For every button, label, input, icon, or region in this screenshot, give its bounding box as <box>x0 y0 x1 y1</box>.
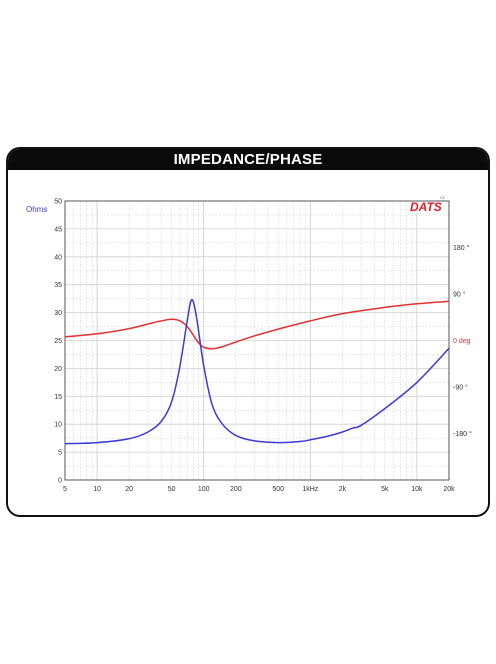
chart-title: IMPEDANCE/PHASE <box>8 149 488 170</box>
x-tick-label: 1kHz <box>302 486 318 493</box>
right-tick-label: 180 ° <box>453 244 470 252</box>
x-tick-label: 10k <box>411 486 423 493</box>
grid <box>64 200 450 481</box>
x-tick-label: 50 <box>168 486 176 493</box>
plot-border <box>64 200 450 481</box>
chart-panel: IMPEDANCE/PHASE 5 10 20 50 100 200 500 1kHz 2k 5k… <box>6 147 490 517</box>
left-tick-label: 5 <box>58 450 62 457</box>
x-tick-label: 20 <box>125 486 133 493</box>
left-tick-label: 30 <box>54 310 62 317</box>
x-tick-label: 20k <box>443 486 455 493</box>
left-tick-label: 0 <box>58 478 62 485</box>
logo-text: DATS <box>410 200 442 214</box>
left-axis-label: Ohms <box>26 205 47 214</box>
left-tick-label: 20 <box>54 366 62 373</box>
right-tick-label: 0 deg <box>453 338 471 345</box>
left-tick-label: 15 <box>54 394 62 401</box>
phase-series-line <box>64 300 450 350</box>
x-tick-label: 100 <box>198 486 210 493</box>
right-tick-label: -90 ° <box>453 384 468 392</box>
logo-superscript: V2 <box>440 195 446 200</box>
impedance-phase-chart: 5 10 20 50 100 200 500 1kHz 2k 5k 10k 20k0510152025… <box>26 195 472 494</box>
x-tick-label: 500 <box>272 486 284 493</box>
left-tick-label: 50 <box>54 199 62 206</box>
x-tick-label: 2k <box>339 486 347 493</box>
right-tick-label: 90 ° <box>453 291 466 299</box>
x-tick-label: 5k <box>381 486 389 493</box>
x-tick-label: 10 <box>93 486 101 493</box>
impedance-series-line <box>64 298 450 445</box>
left-tick-label: 45 <box>54 226 62 233</box>
right-tick-label: -180 ° <box>453 430 472 438</box>
x-tick-label: 5 <box>63 486 67 493</box>
x-tick-label: 200 <box>230 486 242 493</box>
left-tick-label: 10 <box>54 422 62 429</box>
axes: 5 10 20 50 100 200 500 1kHz 2k 5k 10k 20k0510152025… <box>54 199 472 494</box>
dats-logo: DATS V2 <box>410 195 446 214</box>
left-tick-label: 35 <box>54 282 62 289</box>
left-tick-label: 40 <box>54 254 62 261</box>
left-tick-label: 25 <box>54 338 62 345</box>
